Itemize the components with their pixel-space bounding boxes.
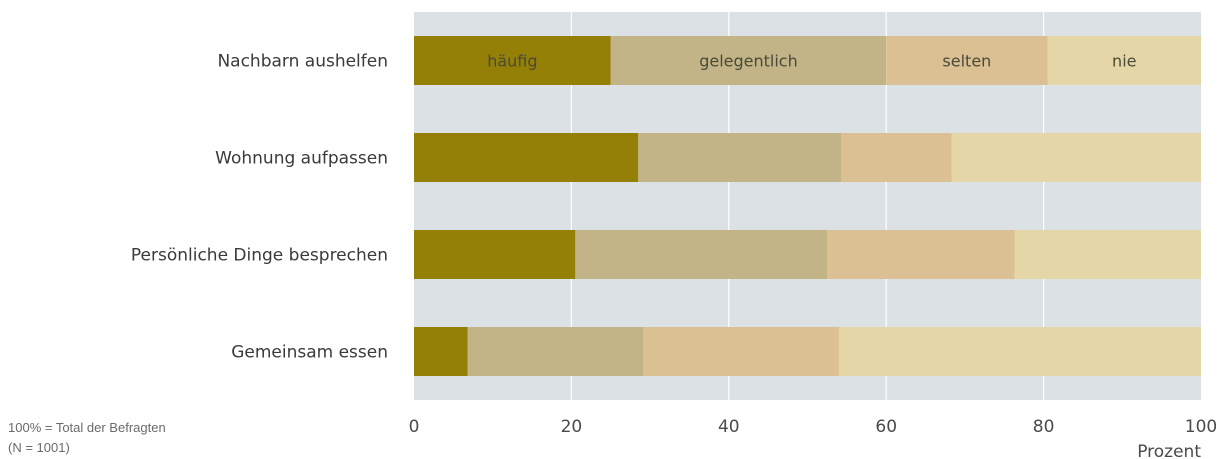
bar-segment: [886, 36, 1048, 85]
bar-segment: [1014, 230, 1201, 279]
category-label: Nachbarn aushelfen: [217, 52, 388, 72]
bar-segment: [414, 133, 639, 182]
series-label: nie: [1112, 52, 1136, 71]
bar-segment: [838, 327, 1201, 376]
bar-segment: [414, 230, 576, 279]
x-tick-label: 60: [875, 417, 897, 437]
x-tick-label: 40: [718, 417, 740, 437]
bar-segment: [951, 133, 1201, 182]
x-tick-label: 80: [1033, 417, 1055, 437]
category-label: Persönliche Dinge besprechen: [131, 246, 388, 266]
category-label: Gemeinsam essen: [231, 343, 388, 363]
bar-segment: [467, 327, 644, 376]
bar-segment: [841, 133, 952, 182]
series-label: selten: [942, 52, 991, 71]
bar-segment: [575, 230, 828, 279]
x-tick-label: 20: [561, 417, 583, 437]
bar-segment: [1047, 36, 1201, 85]
bar-segment: [414, 327, 468, 376]
x-tick-label: 0: [409, 417, 420, 437]
series-label: gelegentlich: [699, 52, 798, 71]
footnote-total: 100% = Total der Befragten: [8, 420, 166, 435]
footnote-sample-size: (N = 1001): [8, 440, 70, 455]
series-label: häufig: [487, 52, 537, 71]
bar-segment: [414, 36, 611, 85]
bar-segment: [643, 327, 839, 376]
x-axis-label: Prozent: [1137, 442, 1201, 459]
bar-segment: [610, 36, 887, 85]
category-label: Wohnung aufpassen: [215, 149, 388, 169]
x-tick-label: 100: [1185, 417, 1217, 437]
bar-segment: [827, 230, 1015, 279]
bar-segment: [638, 133, 842, 182]
